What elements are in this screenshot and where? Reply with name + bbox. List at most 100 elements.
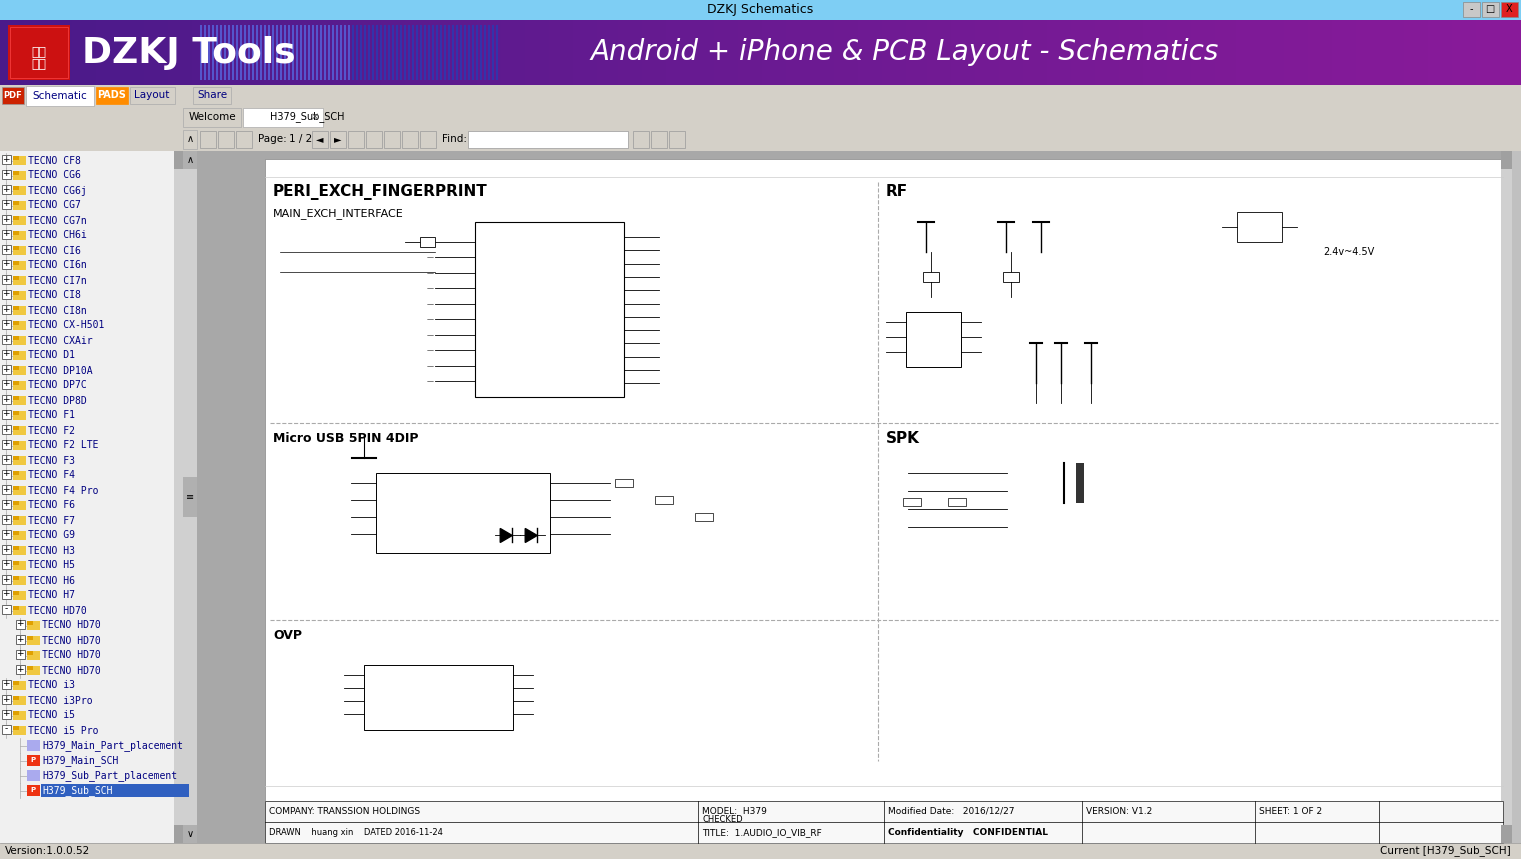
Bar: [1311, 20, 1314, 85]
Bar: [1354, 20, 1357, 85]
Bar: [1018, 20, 1021, 85]
Bar: [265, 25, 266, 80]
Bar: [163, 20, 164, 85]
Bar: [309, 20, 312, 85]
Bar: [14, 306, 18, 310]
Text: TECNO D1: TECNO D1: [27, 350, 75, 361]
Text: Version:1.0.0.52: Version:1.0.0.52: [5, 846, 90, 856]
Bar: [1033, 20, 1034, 85]
Bar: [11, 27, 68, 78]
Bar: [321, 20, 324, 85]
Bar: [43, 20, 46, 85]
Bar: [861, 20, 864, 85]
Bar: [243, 20, 246, 85]
Text: -: -: [5, 605, 8, 613]
Bar: [1176, 20, 1179, 85]
Bar: [348, 131, 364, 148]
Bar: [14, 501, 18, 505]
Bar: [1373, 20, 1377, 85]
Bar: [400, 25, 402, 80]
Bar: [1302, 20, 1305, 85]
Text: TECNO CH6i: TECNO CH6i: [27, 230, 87, 241]
Bar: [141, 20, 144, 85]
Text: TECNO i5: TECNO i5: [27, 710, 75, 721]
Bar: [456, 25, 458, 80]
Bar: [351, 25, 354, 80]
Bar: [225, 20, 228, 85]
Bar: [240, 25, 242, 80]
Bar: [370, 20, 373, 85]
Bar: [201, 20, 204, 85]
Text: +: +: [17, 619, 24, 629]
Bar: [332, 25, 335, 80]
Text: —: —: [426, 254, 433, 260]
Bar: [27, 770, 40, 781]
Bar: [1469, 20, 1472, 85]
Bar: [1459, 20, 1462, 85]
Bar: [1351, 20, 1354, 85]
Bar: [14, 531, 26, 540]
Bar: [327, 20, 330, 85]
Text: ∧: ∧: [187, 134, 193, 144]
Bar: [824, 20, 827, 85]
Bar: [444, 25, 446, 80]
Bar: [1466, 20, 1469, 85]
Bar: [221, 25, 222, 80]
Text: +: +: [2, 229, 9, 239]
Bar: [762, 20, 765, 85]
Bar: [1506, 20, 1509, 85]
Bar: [1501, 151, 1512, 169]
Bar: [2, 470, 11, 479]
Text: Layout: Layout: [134, 90, 170, 100]
Bar: [90, 20, 93, 85]
Bar: [1080, 20, 1083, 85]
Text: TECNO H3: TECNO H3: [27, 545, 75, 556]
Bar: [15, 20, 18, 85]
Bar: [476, 222, 624, 397]
Bar: [68, 20, 71, 85]
Bar: [204, 20, 207, 85]
Bar: [789, 20, 792, 85]
Polygon shape: [525, 528, 537, 543]
Text: ∧: ∧: [187, 155, 193, 165]
Bar: [27, 651, 33, 655]
Bar: [1089, 20, 1092, 85]
Text: +: +: [17, 665, 24, 673]
Bar: [1215, 20, 1218, 85]
Bar: [864, 20, 867, 85]
Bar: [919, 20, 922, 85]
Bar: [2, 290, 11, 299]
Bar: [780, 20, 783, 85]
Bar: [1497, 20, 1500, 85]
Bar: [345, 20, 348, 85]
Text: X: X: [1506, 4, 1512, 14]
Bar: [583, 20, 586, 85]
Text: PDF: PDF: [3, 90, 23, 100]
Bar: [265, 159, 1503, 801]
Bar: [1410, 20, 1413, 85]
Bar: [99, 20, 102, 85]
Bar: [129, 20, 132, 85]
Bar: [14, 291, 18, 295]
Bar: [1154, 20, 1157, 85]
Bar: [14, 246, 26, 255]
Bar: [248, 25, 249, 80]
Bar: [173, 151, 186, 843]
Bar: [341, 25, 342, 80]
Bar: [605, 20, 608, 85]
Bar: [33, 20, 37, 85]
Bar: [291, 20, 294, 85]
Bar: [546, 20, 549, 85]
Bar: [1364, 20, 1367, 85]
Text: TECNO CI7n: TECNO CI7n: [27, 276, 87, 285]
Text: +: +: [2, 454, 9, 464]
Bar: [777, 20, 780, 85]
Bar: [1428, 20, 1431, 85]
Bar: [154, 20, 157, 85]
Bar: [420, 20, 423, 85]
Text: —: —: [426, 332, 433, 338]
Bar: [252, 20, 256, 85]
Bar: [555, 20, 558, 85]
Text: +: +: [2, 410, 9, 418]
Bar: [14, 486, 18, 490]
